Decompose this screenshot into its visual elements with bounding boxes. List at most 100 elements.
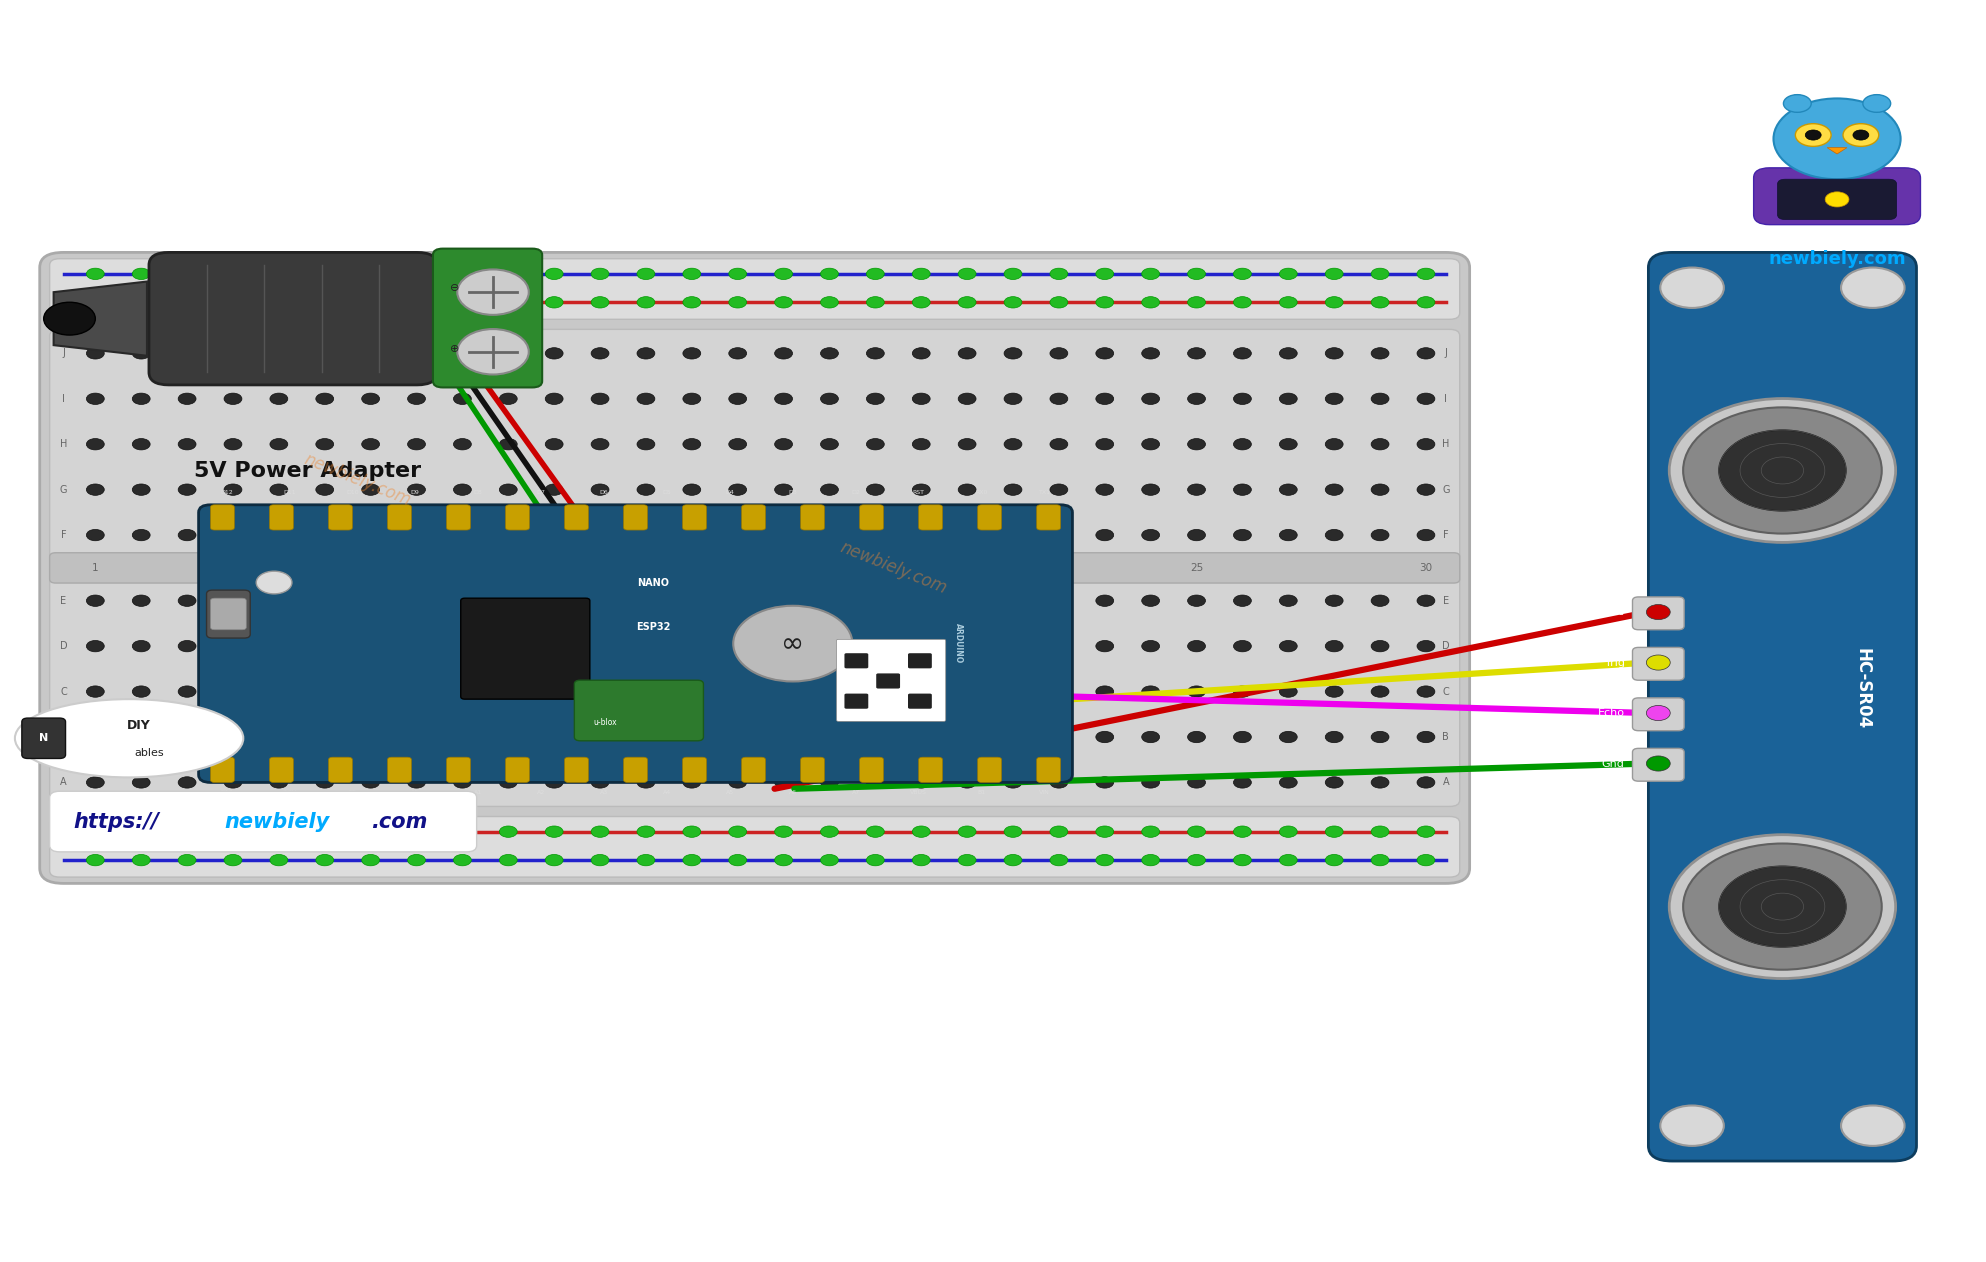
Circle shape — [1684, 843, 1881, 969]
Circle shape — [1142, 530, 1160, 540]
Circle shape — [820, 596, 838, 606]
Circle shape — [316, 297, 334, 308]
Circle shape — [866, 392, 884, 404]
Circle shape — [820, 268, 838, 279]
Circle shape — [1142, 640, 1160, 651]
Circle shape — [1370, 438, 1388, 449]
Circle shape — [1279, 596, 1297, 606]
Circle shape — [775, 268, 792, 279]
Circle shape — [1051, 687, 1068, 697]
Circle shape — [1325, 827, 1343, 838]
Circle shape — [592, 731, 610, 742]
Circle shape — [1005, 731, 1023, 742]
Circle shape — [498, 731, 516, 742]
Text: D: D — [1442, 641, 1450, 651]
Circle shape — [820, 438, 838, 449]
Circle shape — [133, 827, 151, 838]
Circle shape — [361, 687, 379, 697]
Circle shape — [1233, 776, 1251, 787]
Circle shape — [1096, 530, 1114, 540]
Circle shape — [1325, 268, 1343, 279]
FancyBboxPatch shape — [387, 757, 411, 782]
Circle shape — [866, 731, 884, 742]
FancyBboxPatch shape — [1037, 505, 1061, 530]
FancyBboxPatch shape — [741, 757, 765, 782]
Circle shape — [866, 687, 884, 697]
Circle shape — [1370, 347, 1388, 358]
Circle shape — [133, 640, 151, 651]
Circle shape — [1720, 430, 1845, 511]
Circle shape — [1188, 827, 1206, 838]
Circle shape — [453, 297, 471, 308]
Circle shape — [546, 854, 564, 866]
Circle shape — [775, 438, 792, 449]
Circle shape — [453, 687, 471, 697]
Circle shape — [1418, 297, 1436, 308]
Circle shape — [820, 297, 838, 308]
Circle shape — [1096, 854, 1114, 866]
Circle shape — [820, 827, 838, 838]
FancyBboxPatch shape — [1632, 647, 1684, 680]
Circle shape — [179, 731, 197, 742]
Text: B0: B0 — [348, 790, 355, 795]
Circle shape — [133, 347, 151, 358]
Circle shape — [361, 731, 379, 742]
Circle shape — [912, 640, 929, 651]
Circle shape — [1233, 483, 1251, 495]
Circle shape — [957, 297, 975, 308]
FancyBboxPatch shape — [506, 505, 530, 530]
Circle shape — [498, 687, 516, 697]
Circle shape — [1051, 392, 1068, 404]
Circle shape — [1841, 1106, 1905, 1146]
Circle shape — [546, 731, 564, 742]
Circle shape — [866, 297, 884, 308]
FancyBboxPatch shape — [447, 505, 471, 530]
Circle shape — [316, 347, 334, 358]
Circle shape — [1188, 731, 1206, 742]
Circle shape — [1005, 776, 1023, 787]
Circle shape — [270, 268, 288, 279]
Circle shape — [1773, 98, 1901, 179]
Circle shape — [224, 731, 242, 742]
Circle shape — [87, 776, 103, 787]
Circle shape — [775, 687, 792, 697]
Circle shape — [775, 347, 792, 358]
FancyBboxPatch shape — [683, 757, 707, 782]
Text: D6: D6 — [600, 490, 608, 495]
Circle shape — [957, 687, 975, 697]
Circle shape — [133, 687, 151, 697]
Text: A4: A4 — [663, 790, 671, 795]
Circle shape — [1005, 530, 1023, 540]
Circle shape — [179, 483, 197, 495]
Text: Trig: Trig — [1605, 658, 1625, 668]
Circle shape — [498, 347, 516, 358]
FancyBboxPatch shape — [211, 598, 246, 630]
FancyBboxPatch shape — [741, 505, 765, 530]
FancyBboxPatch shape — [211, 505, 234, 530]
Circle shape — [912, 854, 929, 866]
Circle shape — [453, 483, 471, 495]
Circle shape — [133, 297, 151, 308]
Circle shape — [1418, 347, 1436, 358]
Circle shape — [1825, 192, 1849, 207]
Circle shape — [866, 827, 884, 838]
Circle shape — [1325, 530, 1343, 540]
Circle shape — [1370, 297, 1388, 308]
Circle shape — [820, 854, 838, 866]
FancyBboxPatch shape — [624, 505, 647, 530]
FancyBboxPatch shape — [50, 817, 1460, 877]
Circle shape — [316, 827, 334, 838]
Circle shape — [133, 854, 151, 866]
Circle shape — [1051, 854, 1068, 866]
Text: D10: D10 — [346, 490, 359, 495]
Circle shape — [683, 483, 701, 495]
Circle shape — [224, 438, 242, 449]
Circle shape — [866, 640, 884, 651]
Text: 10: 10 — [502, 563, 514, 573]
Text: A5: A5 — [725, 790, 735, 795]
Circle shape — [546, 483, 564, 495]
Text: 30: 30 — [1420, 563, 1432, 573]
Circle shape — [1051, 483, 1068, 495]
Circle shape — [1188, 347, 1206, 358]
Circle shape — [407, 347, 425, 358]
